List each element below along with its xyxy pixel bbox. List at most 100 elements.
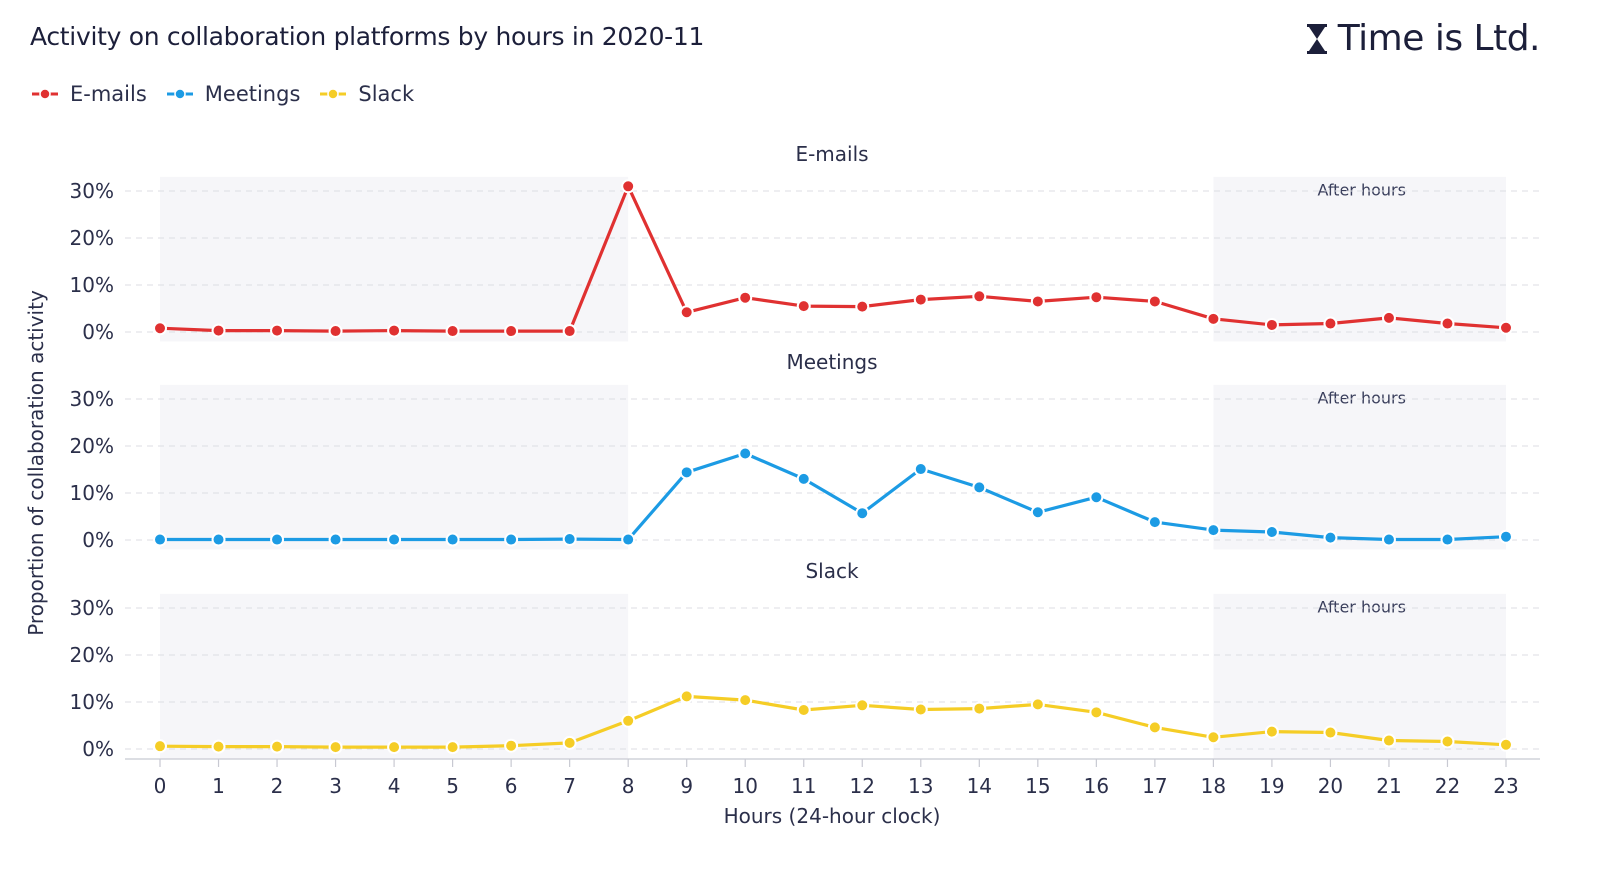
data-point-slack-10[interactable] (738, 693, 753, 708)
data-point-slack-1[interactable] (211, 739, 226, 754)
shaded-region-slack-0 (160, 593, 629, 759)
data-point-slack-2[interactable] (270, 739, 285, 754)
data-point-slack-17[interactable] (1147, 720, 1162, 735)
data-point-e-mails-23[interactable] (1499, 320, 1513, 335)
legend-item-meetings[interactable]: Meetings (165, 82, 300, 106)
data-point-meetings-5[interactable] (445, 532, 460, 547)
data-point-meetings-16[interactable] (1089, 490, 1104, 505)
data-point-meetings-13[interactable] (913, 462, 928, 477)
data-point-slack-4[interactable] (387, 740, 402, 755)
y-tick-label-e-mails-30: 30% (70, 179, 114, 203)
y-tick-label-meetings-20: 20% (70, 434, 114, 458)
data-point-e-mails-12[interactable] (855, 299, 870, 314)
data-point-slack-9[interactable] (679, 689, 694, 704)
data-point-meetings-2[interactable] (270, 532, 285, 547)
data-point-meetings-12[interactable] (855, 506, 870, 521)
data-point-meetings-8[interactable] (621, 532, 636, 547)
data-point-e-mails-5[interactable] (445, 324, 460, 339)
data-point-slack-21[interactable] (1381, 733, 1396, 748)
data-point-slack-5[interactable] (445, 740, 460, 755)
data-point-e-mails-16[interactable] (1089, 290, 1104, 305)
data-point-meetings-15[interactable] (1030, 505, 1045, 520)
data-point-slack-18[interactable] (1206, 730, 1221, 745)
data-point-e-mails-21[interactable] (1381, 310, 1396, 325)
data-point-e-mails-19[interactable] (1264, 317, 1279, 332)
x-tick-label-5: 5 (446, 774, 459, 798)
data-point-slack-23[interactable] (1499, 737, 1513, 752)
y-tick-label-meetings-30: 30% (70, 387, 114, 411)
x-tick-label-10: 10 (732, 774, 757, 798)
data-point-e-mails-3[interactable] (328, 324, 343, 339)
data-point-meetings-11[interactable] (796, 471, 811, 486)
legend-label-slack: Slack (358, 82, 415, 106)
data-point-meetings-14[interactable] (972, 480, 987, 495)
data-point-meetings-7[interactable] (562, 532, 577, 547)
data-point-e-mails-11[interactable] (796, 299, 811, 314)
x-tick-label-2: 2 (271, 774, 284, 798)
data-point-e-mails-8[interactable] (621, 179, 636, 194)
data-point-meetings-3[interactable] (328, 532, 343, 547)
data-point-meetings-18[interactable] (1206, 523, 1221, 538)
data-point-e-mails-14[interactable] (972, 289, 987, 304)
x-tick-label-23: 23 (1493, 774, 1518, 798)
data-point-e-mails-6[interactable] (504, 324, 519, 339)
legend: E-mails Meetings Slack (30, 82, 414, 106)
data-point-e-mails-0[interactable] (153, 321, 167, 336)
panel-title-e-mails: E-mails (795, 142, 868, 166)
data-point-slack-8[interactable] (621, 713, 636, 728)
data-point-meetings-0[interactable] (153, 532, 167, 547)
data-point-slack-12[interactable] (855, 698, 870, 713)
shaded-region-meetings-1 (1213, 384, 1506, 550)
data-point-meetings-4[interactable] (387, 532, 402, 547)
data-point-e-mails-18[interactable] (1206, 311, 1221, 326)
legend-item-emails[interactable]: E-mails (30, 82, 147, 106)
data-point-slack-7[interactable] (562, 735, 577, 750)
legend-item-slack[interactable]: Slack (318, 82, 414, 106)
x-tick-label-22: 22 (1435, 774, 1460, 798)
x-tick-label-16: 16 (1084, 774, 1109, 798)
data-point-slack-0[interactable] (153, 739, 167, 754)
data-point-slack-13[interactable] (913, 702, 928, 717)
data-point-e-mails-1[interactable] (211, 323, 226, 338)
x-tick-label-15: 15 (1025, 774, 1050, 798)
data-point-slack-6[interactable] (504, 738, 519, 753)
y-tick-label-e-mails-10: 10% (70, 273, 114, 297)
data-point-slack-15[interactable] (1030, 697, 1045, 712)
data-point-slack-19[interactable] (1264, 724, 1279, 739)
data-point-e-mails-20[interactable] (1323, 316, 1338, 331)
data-point-meetings-6[interactable] (504, 532, 519, 547)
series-line-meetings (160, 451, 1507, 542)
data-point-slack-11[interactable] (796, 702, 811, 717)
data-point-meetings-9[interactable] (679, 465, 694, 480)
legend-label-emails: E-mails (70, 82, 147, 106)
data-point-e-mails-9[interactable] (679, 305, 694, 320)
data-point-e-mails-22[interactable] (1440, 316, 1455, 331)
data-point-slack-20[interactable] (1323, 725, 1338, 740)
series-line-slack (159, 694, 1507, 749)
data-point-meetings-1[interactable] (211, 532, 226, 547)
panel-title-slack: Slack (805, 559, 859, 583)
data-point-meetings-20[interactable] (1323, 530, 1338, 545)
data-point-e-mails-10[interactable] (738, 290, 753, 305)
data-point-meetings-17[interactable] (1147, 515, 1162, 530)
data-point-slack-22[interactable] (1440, 734, 1455, 749)
x-tick-label-7: 7 (563, 774, 576, 798)
data-point-slack-14[interactable] (972, 701, 987, 716)
data-point-meetings-21[interactable] (1381, 532, 1396, 547)
data-point-e-mails-17[interactable] (1147, 294, 1162, 309)
data-point-slack-3[interactable] (328, 740, 343, 755)
data-point-slack-16[interactable] (1089, 705, 1104, 720)
brand-logo: Time is Ltd. (1306, 18, 1541, 59)
data-point-meetings-10[interactable] (738, 446, 753, 461)
data-point-meetings-19[interactable] (1264, 525, 1279, 540)
data-point-e-mails-15[interactable] (1030, 294, 1045, 309)
data-point-e-mails-7[interactable] (562, 324, 577, 339)
y-tick-label-e-mails-0: 0% (82, 320, 114, 344)
data-point-meetings-23[interactable] (1499, 529, 1513, 544)
data-point-e-mails-2[interactable] (270, 323, 285, 338)
data-point-e-mails-4[interactable] (387, 323, 402, 338)
legend-swatch-emails (32, 88, 58, 100)
data-point-meetings-22[interactable] (1440, 532, 1455, 547)
data-point-e-mails-13[interactable] (913, 292, 928, 307)
